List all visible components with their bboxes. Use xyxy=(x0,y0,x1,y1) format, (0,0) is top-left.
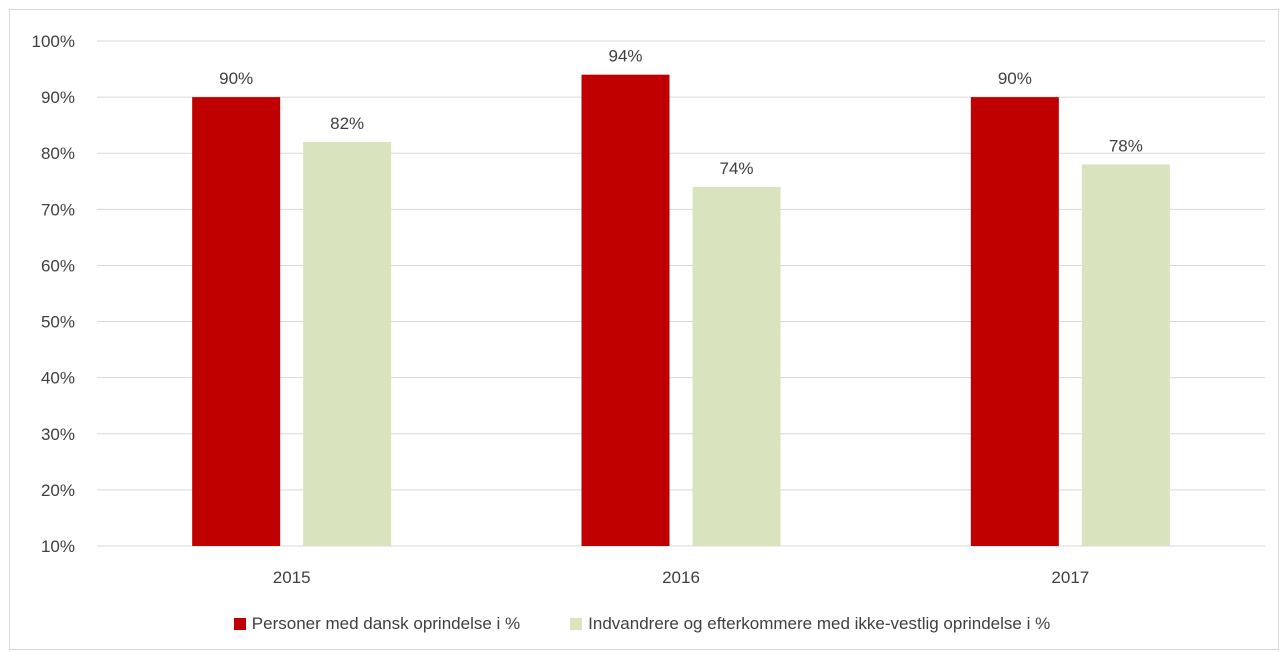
y-tick-label: 100% xyxy=(32,32,75,51)
legend-swatch-ikke-vestlig xyxy=(570,618,583,630)
bar-2017-series-1 xyxy=(1081,164,1170,546)
x-category-label: 2015 xyxy=(273,568,311,587)
y-tick-label: 20% xyxy=(41,481,75,500)
y-tick-label: 40% xyxy=(41,369,75,388)
bar-2017-series-0 xyxy=(970,97,1059,546)
data-label-2015-series-1: 82% xyxy=(330,114,364,133)
bar-2016-series-0 xyxy=(581,74,670,547)
y-tick-label: 80% xyxy=(41,144,75,163)
legend-item-ikke-vestlig: Indvandrere og efterkommere med ikke-ves… xyxy=(570,614,1050,634)
legend-item-dansk: Personer med dansk oprindelse i % xyxy=(233,614,521,634)
bar-chart: 10% 20% 30% 40% 50% 60% 70% 80% 90% 100% 90% 82% 94… xyxy=(32,32,1265,587)
x-axis-category-labels: 2015 2016 2017 xyxy=(273,568,1089,587)
y-tick-label: 30% xyxy=(41,425,75,444)
x-category-label: 2017 xyxy=(1051,568,1089,587)
data-label-2017-series-1: 78% xyxy=(1109,136,1143,155)
legend-swatch-dansk xyxy=(233,618,246,630)
bars xyxy=(192,74,1170,547)
y-tick-label: 50% xyxy=(41,313,75,332)
y-tick-label: 70% xyxy=(41,200,75,219)
data-label-2015-series-0: 90% xyxy=(219,69,253,88)
data-label-2017-series-0: 90% xyxy=(998,69,1032,88)
legend-label-ikke-vestlig: Indvandrere og efterkommere med ikke-ves… xyxy=(588,614,1051,633)
bar-2015-series-1 xyxy=(303,142,392,546)
data-label-2016-series-1: 74% xyxy=(719,159,753,178)
bar-2016-series-1 xyxy=(692,186,781,546)
y-axis-tick-labels: 10% 20% 30% 40% 50% 60% 70% 80% 90% 100% xyxy=(32,32,75,556)
legend-label-dansk: Personer med dansk oprindelse i % xyxy=(251,614,521,633)
y-tick-label: 10% xyxy=(41,537,75,556)
x-category-label: 2016 xyxy=(662,568,700,587)
y-tick-label: 60% xyxy=(41,256,75,275)
data-label-2016-series-0: 94% xyxy=(608,47,642,66)
legend: Personer med dansk oprindelse i % Indvan… xyxy=(0,612,1284,636)
gridlines xyxy=(97,40,1265,547)
data-labels: 90% 82% 94% 74% 90% 78% xyxy=(219,47,1143,178)
bar-2015-series-0 xyxy=(192,97,281,546)
y-tick-label: 90% xyxy=(41,88,75,107)
